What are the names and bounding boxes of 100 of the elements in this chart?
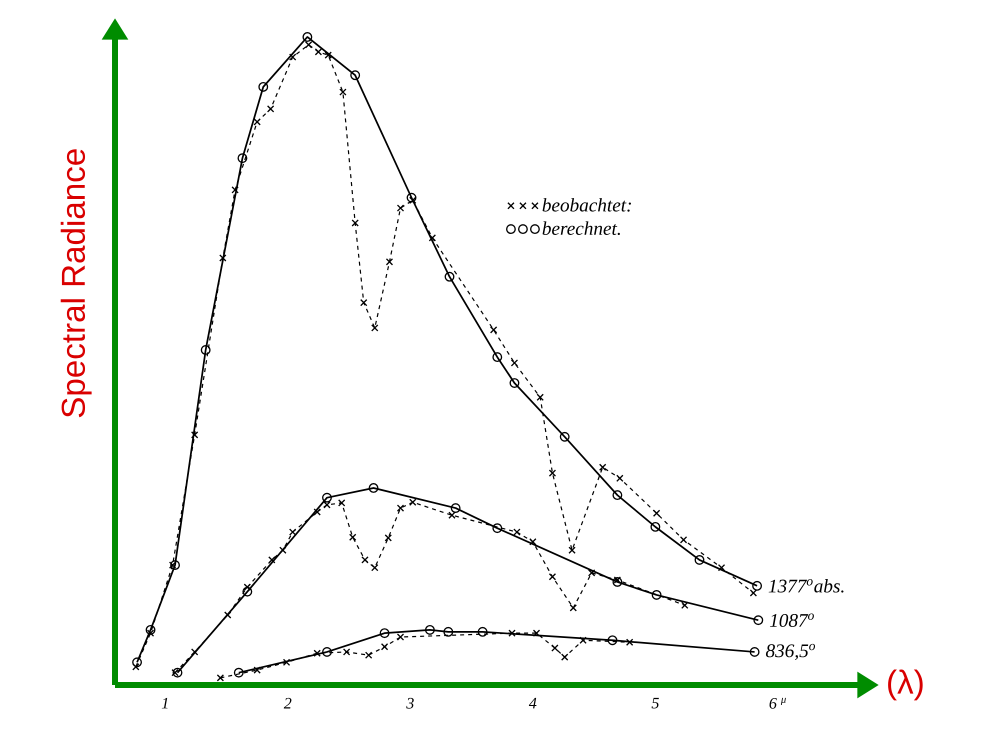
point <box>324 51 332 59</box>
point <box>752 580 762 591</box>
point <box>288 53 296 61</box>
point <box>351 219 359 227</box>
point <box>652 510 660 517</box>
point <box>612 490 622 500</box>
point <box>339 88 347 96</box>
legend-label: berechnet. <box>542 221 620 236</box>
point <box>380 643 388 650</box>
point <box>258 82 268 92</box>
point <box>614 576 622 584</box>
point <box>579 636 587 644</box>
point <box>598 464 606 471</box>
point <box>170 560 180 570</box>
point <box>424 624 435 635</box>
point <box>490 326 498 334</box>
point <box>753 615 764 626</box>
point <box>279 546 287 554</box>
point <box>650 522 660 532</box>
point <box>266 105 274 113</box>
point <box>368 483 378 493</box>
point <box>492 523 502 534</box>
point <box>681 602 688 609</box>
point <box>396 504 404 512</box>
point <box>371 564 378 572</box>
point <box>371 324 378 332</box>
x-tick-label: 2 <box>284 698 292 708</box>
point <box>190 648 198 656</box>
point <box>612 577 622 587</box>
x-tick-label: 4 <box>528 698 536 708</box>
point <box>444 272 454 282</box>
point <box>588 569 596 577</box>
point <box>313 650 321 657</box>
point <box>450 503 461 514</box>
point <box>561 653 568 661</box>
annotation: 1087$^{o}$ <box>770 613 814 627</box>
point <box>323 501 331 509</box>
annotation: 1377$^{o}$abs. <box>768 579 844 593</box>
point <box>568 546 576 554</box>
point <box>200 345 211 355</box>
point <box>253 118 261 126</box>
point <box>551 644 559 652</box>
point <box>224 611 232 619</box>
point <box>510 359 518 367</box>
point <box>406 192 416 203</box>
point <box>652 590 662 600</box>
point <box>304 41 312 48</box>
point <box>396 633 404 641</box>
point <box>349 534 356 541</box>
point <box>510 378 520 388</box>
point <box>350 70 360 80</box>
point <box>146 629 154 637</box>
point <box>322 647 332 657</box>
point <box>616 474 624 482</box>
point <box>322 492 332 503</box>
point <box>132 663 140 671</box>
point <box>680 536 688 544</box>
point <box>548 573 556 580</box>
point <box>513 528 521 536</box>
point <box>384 534 392 542</box>
point <box>168 561 176 569</box>
point <box>548 469 556 477</box>
point <box>380 628 390 638</box>
point <box>428 234 436 242</box>
point <box>342 648 350 656</box>
point <box>508 629 516 637</box>
point <box>238 153 248 164</box>
point <box>694 554 704 565</box>
point <box>608 635 618 646</box>
x-tick-label: 6 $^{μ}$ <box>770 698 786 709</box>
point <box>314 48 322 56</box>
point <box>216 674 224 682</box>
y-axis-title: Spectral Radiance <box>60 149 92 418</box>
point <box>750 589 758 597</box>
point <box>570 604 577 612</box>
point <box>219 254 227 262</box>
x-tick-label: 3 <box>406 698 414 709</box>
point <box>302 32 312 42</box>
point <box>560 432 570 442</box>
point <box>478 626 488 637</box>
annotation: 836,5$^{o}$ <box>766 644 816 660</box>
point <box>536 394 544 401</box>
point <box>718 564 726 572</box>
point <box>626 638 634 646</box>
point <box>443 626 454 637</box>
x-tick-label: 1 <box>162 698 168 708</box>
x-tick-label: 5 <box>652 698 659 708</box>
point <box>532 629 540 637</box>
legend-label: beobachtet: <box>542 198 631 212</box>
point <box>313 508 321 516</box>
point <box>338 499 346 507</box>
point <box>364 651 372 659</box>
point <box>409 498 416 506</box>
point <box>750 647 760 657</box>
point <box>282 658 290 666</box>
point <box>492 352 502 362</box>
point <box>360 298 368 306</box>
point <box>146 624 156 635</box>
point <box>132 657 142 668</box>
point <box>448 512 456 519</box>
